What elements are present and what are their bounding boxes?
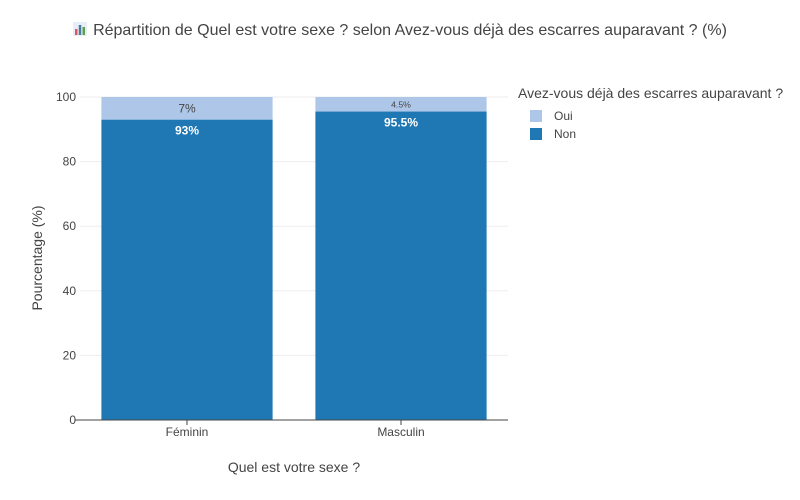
bar-oui-1[interactable] xyxy=(315,97,487,112)
chart-title: Répartition de Quel est votre sexe ? sel… xyxy=(0,22,800,40)
legend-swatch-non xyxy=(530,128,542,140)
legend-label-non: Non xyxy=(554,127,577,141)
legend-title: Avez-vous déjà des escarres auparavant ? xyxy=(518,85,784,101)
data-label-non-0: 93% xyxy=(175,124,199,138)
x-tick-label: Féminin xyxy=(166,425,209,439)
bars-layer xyxy=(101,97,487,421)
chart-title-text: Répartition de Quel est votre sexe ? sel… xyxy=(93,22,727,39)
y-tick-label: 60 xyxy=(63,219,77,233)
legend-item-non[interactable]: Non xyxy=(518,125,783,143)
y-tick-label: 40 xyxy=(63,284,77,298)
x-axis-title: Quel est votre sexe ? xyxy=(228,459,361,475)
labels-layer: 93% 7% 95.5% 4.5% xyxy=(175,99,418,137)
data-label-oui-0: 7% xyxy=(178,102,196,116)
data-label-non-1: 95.5% xyxy=(384,116,418,130)
y-axis-title: Pourcentage (%) xyxy=(29,205,45,310)
x-tick-label: Masculin xyxy=(377,425,424,439)
y-tick-label: 80 xyxy=(63,155,77,169)
y-tick-label: 20 xyxy=(63,348,77,362)
legend: Avez-vous déjà des escarres auparavant ?… xyxy=(518,85,783,143)
bar-non-0[interactable] xyxy=(101,119,273,421)
legend-item-oui[interactable]: Oui xyxy=(518,107,783,125)
data-label-oui-1: 4.5% xyxy=(391,99,411,109)
legend-label-oui: Oui xyxy=(554,109,573,123)
legend-swatch-oui xyxy=(530,110,542,122)
y-tick-label: 100 xyxy=(56,90,76,104)
bar-oui-0[interactable] xyxy=(101,97,273,120)
bar-chart-icon xyxy=(73,22,88,36)
axis-layer: 0 20 40 60 80 100 Féminin Masculin xyxy=(56,90,508,439)
bar-non-1[interactable] xyxy=(315,111,487,420)
y-tick-label: 0 xyxy=(69,413,76,427)
